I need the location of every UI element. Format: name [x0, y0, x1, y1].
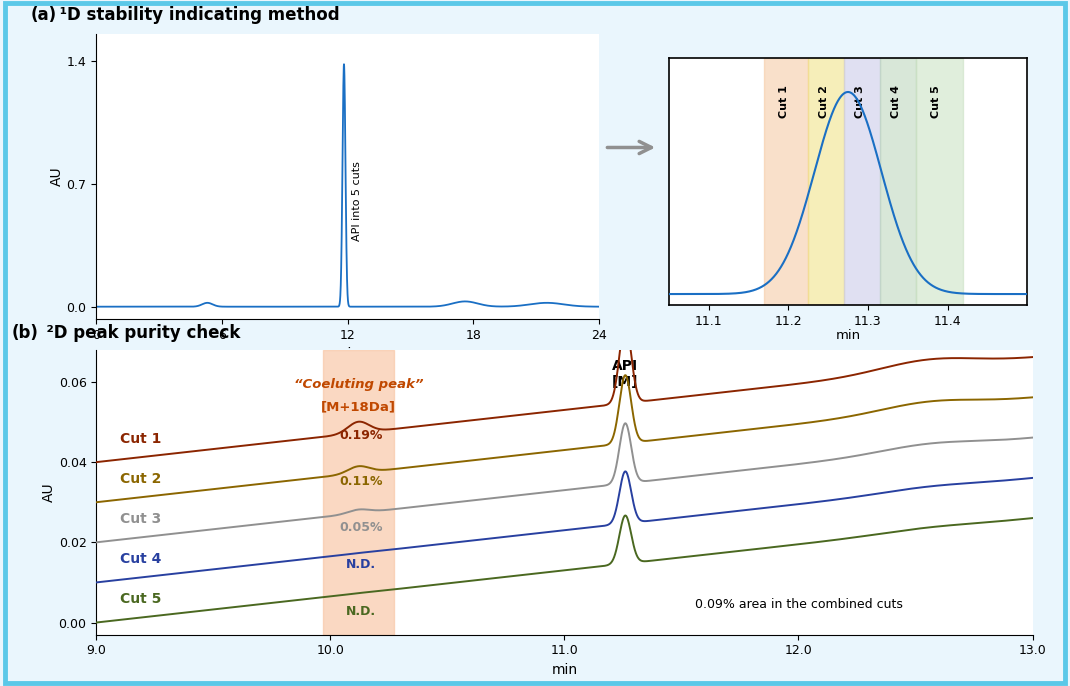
Text: (a): (a): [31, 6, 57, 24]
Text: Cut 2: Cut 2: [819, 85, 829, 118]
Bar: [916, 58, 963, 305]
Text: N.D.: N.D.: [346, 558, 376, 571]
Text: N.D.: N.D.: [346, 604, 376, 617]
Text: Cut 4: Cut 4: [890, 85, 901, 118]
Text: ²D peak purity check: ²D peak purity check: [35, 324, 241, 342]
Text: Cut 3: Cut 3: [120, 512, 160, 526]
Bar: [323, 350, 394, 635]
Text: Cut 3: Cut 3: [855, 85, 865, 118]
Text: Cut 1: Cut 1: [120, 432, 162, 446]
Y-axis label: AU: AU: [42, 482, 56, 502]
Text: ¹D stability indicating method: ¹D stability indicating method: [54, 6, 339, 24]
Text: Cut 4: Cut 4: [120, 552, 162, 567]
Text: 0.09% area in the combined cuts: 0.09% area in the combined cuts: [694, 598, 902, 611]
X-axis label: min: min: [551, 663, 578, 677]
Text: [M+18Da]: [M+18Da]: [321, 400, 396, 413]
Text: Cut 5: Cut 5: [120, 593, 162, 606]
Text: API into 5 cuts: API into 5 cuts: [352, 161, 362, 241]
Text: Cut 2: Cut 2: [120, 472, 162, 486]
Y-axis label: AU: AU: [50, 167, 64, 187]
Bar: [844, 58, 880, 305]
Bar: [764, 58, 808, 305]
X-axis label: min: min: [335, 347, 361, 362]
Text: 0.19%: 0.19%: [339, 429, 382, 442]
Text: Cut 1: Cut 1: [779, 85, 790, 118]
X-axis label: min: min: [836, 329, 860, 342]
Text: 0.11%: 0.11%: [339, 475, 383, 488]
Text: (b): (b): [12, 324, 39, 342]
Text: API
[M]: API [M]: [612, 359, 639, 389]
Text: 0.05%: 0.05%: [339, 521, 383, 534]
Text: Cut 5: Cut 5: [931, 85, 941, 118]
Text: “Coeluting peak”: “Coeluting peak”: [293, 378, 424, 391]
Bar: [808, 58, 844, 305]
Bar: [880, 58, 916, 305]
